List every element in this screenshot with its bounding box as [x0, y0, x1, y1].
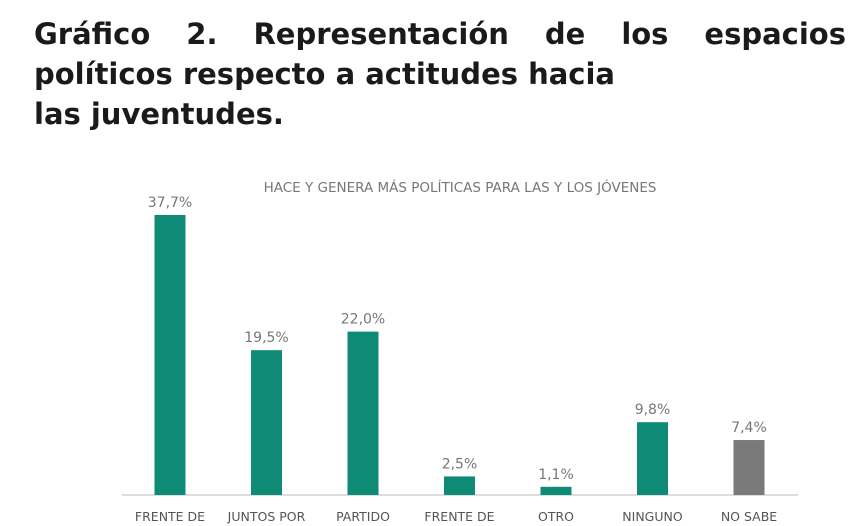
figure-title-line-1: Gráfico 2. Representación de los espacio…	[34, 14, 846, 54]
title-word: Gráfico	[34, 17, 151, 51]
value-label: 7,4%	[731, 420, 767, 436]
title-word: los	[621, 17, 669, 51]
figure-title-line-2: políticos respecto a actitudes hacia	[34, 57, 616, 91]
figure-heading: Gráfico 2. Representación de los espacio…	[34, 14, 846, 134]
title-word: espacios	[704, 17, 846, 51]
title-word: Representación	[253, 17, 509, 51]
bar-6	[637, 422, 668, 495]
bar-3	[347, 331, 379, 495]
figure-title-line-3: las juventudes.	[34, 97, 284, 131]
chart-title: HACE Y GENERA MÁS POLÍTICAS PARA LAS Y L…	[264, 178, 657, 196]
bar-7	[733, 440, 765, 495]
category-label: JUNTOS POR	[227, 509, 306, 524]
category-labels-group: FRENTE DE JUNTOS POR PARTIDO FRENTE DE OTRO N…	[135, 509, 777, 524]
bar-1	[154, 215, 186, 495]
category-label: PARTIDO	[336, 509, 390, 524]
bar-4	[444, 476, 475, 495]
value-labels-group: 37,7% 19,5% 22,0% 2,5% 1,1% 9,8% 7,4%	[148, 195, 767, 483]
bar-2	[251, 350, 282, 495]
value-label: 2,5%	[442, 456, 478, 472]
category-label: FRENTE DE	[135, 509, 205, 524]
category-label: FRENTE DE	[424, 509, 494, 524]
bar-5	[540, 486, 572, 495]
value-label: 19,5%	[244, 330, 288, 346]
category-label: OTRO	[538, 509, 574, 524]
title-word: 2.	[186, 17, 218, 51]
value-label: 22,0%	[341, 312, 385, 328]
category-label: NINGUNO	[622, 509, 683, 524]
value-label: 9,8%	[635, 402, 671, 418]
value-label: 1,1%	[538, 467, 574, 483]
title-word: de	[544, 17, 586, 51]
value-label: 37,7%	[148, 195, 192, 211]
bars-group	[154, 215, 765, 495]
category-label: NO SABE	[721, 509, 777, 524]
